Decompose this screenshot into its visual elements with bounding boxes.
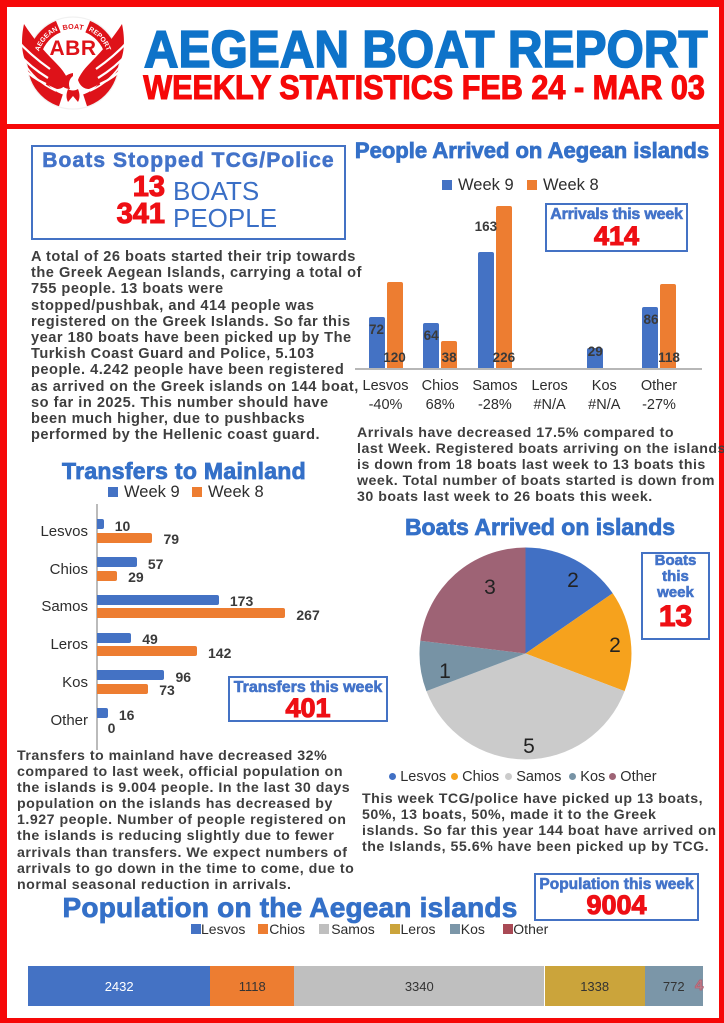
svg-text:2: 2 (567, 569, 579, 592)
svg-text:BOAT: BOAT (62, 22, 85, 33)
svg-text:1: 1 (439, 660, 451, 683)
svg-text:3: 3 (484, 576, 496, 599)
svg-text:5: 5 (523, 735, 535, 758)
svg-text:2: 2 (609, 634, 621, 657)
svg-text:ABR: ABR (50, 37, 97, 60)
